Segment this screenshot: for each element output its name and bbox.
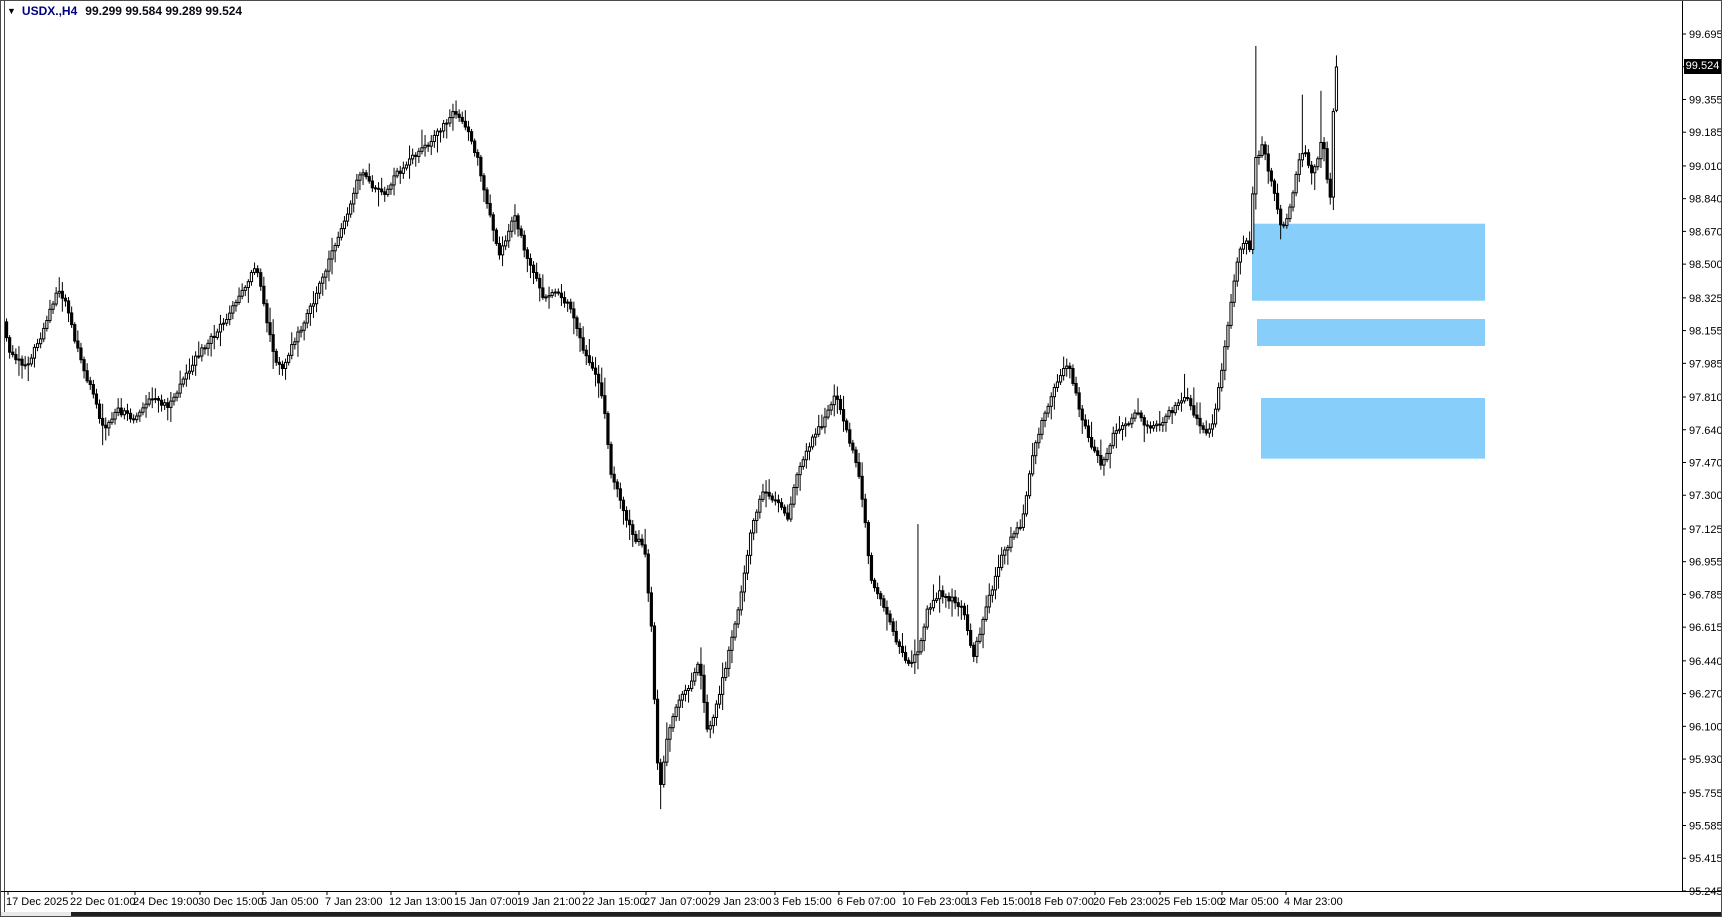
svg-text:96.785: 96.785 (1689, 589, 1722, 601)
ohlc-values: 99.299 99.584 99.289 99.524 (85, 4, 243, 18)
svg-text:12 Jan 13:00: 12 Jan 13:00 (389, 896, 453, 908)
svg-text:18 Feb 07:00: 18 Feb 07:00 (1029, 896, 1094, 908)
svg-text:20 Feb 23:00: 20 Feb 23:00 (1093, 896, 1158, 908)
svg-text:25 Feb 15:00: 25 Feb 15:00 (1158, 896, 1223, 908)
svg-text:96.440: 96.440 (1689, 656, 1722, 668)
svg-text:97.810: 97.810 (1689, 392, 1722, 404)
svg-text:96.270: 96.270 (1689, 689, 1722, 701)
svg-text:97.125: 97.125 (1689, 524, 1722, 536)
svg-text:97.470: 97.470 (1689, 457, 1722, 469)
svg-text:2 Mar 05:00: 2 Mar 05:00 (1220, 896, 1279, 908)
svg-text:7 Jan 23:00: 7 Jan 23:00 (325, 896, 383, 908)
svg-text:96.615: 96.615 (1689, 622, 1722, 634)
svg-text:96.955: 96.955 (1689, 557, 1722, 569)
window-inner-border (4, 1, 5, 916)
svg-text:24 Dec 19:00: 24 Dec 19:00 (133, 896, 198, 908)
symbol-dropdown-icon[interactable]: ▼ (7, 6, 16, 16)
svg-text:3 Feb 15:00: 3 Feb 15:00 (773, 896, 832, 908)
svg-text:10 Feb 23:00: 10 Feb 23:00 (902, 896, 967, 908)
svg-text:95.585: 95.585 (1689, 821, 1722, 833)
svg-text:98.155: 98.155 (1689, 326, 1722, 338)
svg-text:97.985: 97.985 (1689, 358, 1722, 370)
svg-text:98.325: 98.325 (1689, 293, 1722, 305)
candles-layer (4, 45, 1339, 810)
svg-text:98.840: 98.840 (1689, 194, 1722, 206)
svg-text:29 Jan 23:00: 29 Jan 23:00 (708, 896, 772, 908)
svg-text:15 Jan 07:00: 15 Jan 07:00 (454, 896, 518, 908)
svg-text:99.355: 99.355 (1689, 94, 1722, 106)
svg-text:95.755: 95.755 (1689, 788, 1722, 800)
svg-text:98.670: 98.670 (1689, 226, 1722, 238)
symbol-period-label: USDX.,H4 (21, 4, 78, 18)
supply-zone-rectangle[interactable] (1252, 223, 1485, 301)
svg-text:96.100: 96.100 (1689, 721, 1722, 733)
svg-text:6 Feb 07:00: 6 Feb 07:00 (837, 896, 896, 908)
svg-text:17 Dec 2025: 17 Dec 2025 (6, 896, 68, 908)
svg-text:99.010: 99.010 (1689, 161, 1722, 173)
svg-text:95.245: 95.245 (1689, 886, 1722, 898)
svg-text:13 Feb 15:00: 13 Feb 15:00 (965, 896, 1030, 908)
svg-text:4 Mar 23:00: 4 Mar 23:00 (1284, 896, 1343, 908)
supply-zone-rectangle[interactable] (1257, 319, 1485, 346)
svg-text:99.185: 99.185 (1689, 127, 1722, 139)
svg-text:97.640: 97.640 (1689, 425, 1722, 437)
svg-text:19 Jan 21:00: 19 Jan 21:00 (517, 896, 581, 908)
price-axis-labels: 99.695 99.355 99.185 99.010 98.840 98.670 98.5… (1682, 29, 1722, 898)
svg-text:22 Dec 01:00: 22 Dec 01:00 (70, 896, 135, 908)
current-price-tag: 99.524 (1684, 59, 1721, 75)
svg-text:5 Jan 05:00: 5 Jan 05:00 (261, 896, 319, 908)
svg-text:27 Jan 07:00: 27 Jan 07:00 (644, 896, 708, 908)
svg-text:30 Dec 15:00: 30 Dec 15:00 (198, 896, 263, 908)
supply-zone-rectangle[interactable] (1261, 397, 1485, 459)
svg-text:95.415: 95.415 (1689, 853, 1722, 865)
horizontal-scrollbar-thumb[interactable] (71, 912, 1721, 916)
svg-text:99.695: 99.695 (1689, 29, 1722, 41)
svg-text:97.300: 97.300 (1689, 490, 1722, 502)
svg-text:95.930: 95.930 (1689, 754, 1722, 766)
svg-text:98.500: 98.500 (1689, 259, 1722, 271)
svg-text:22 Jan 15:00: 22 Jan 15:00 (582, 896, 646, 908)
chart-info-line: ▼ USDX.,H4 99.299 99.584 99.289 99.524 (7, 4, 242, 18)
